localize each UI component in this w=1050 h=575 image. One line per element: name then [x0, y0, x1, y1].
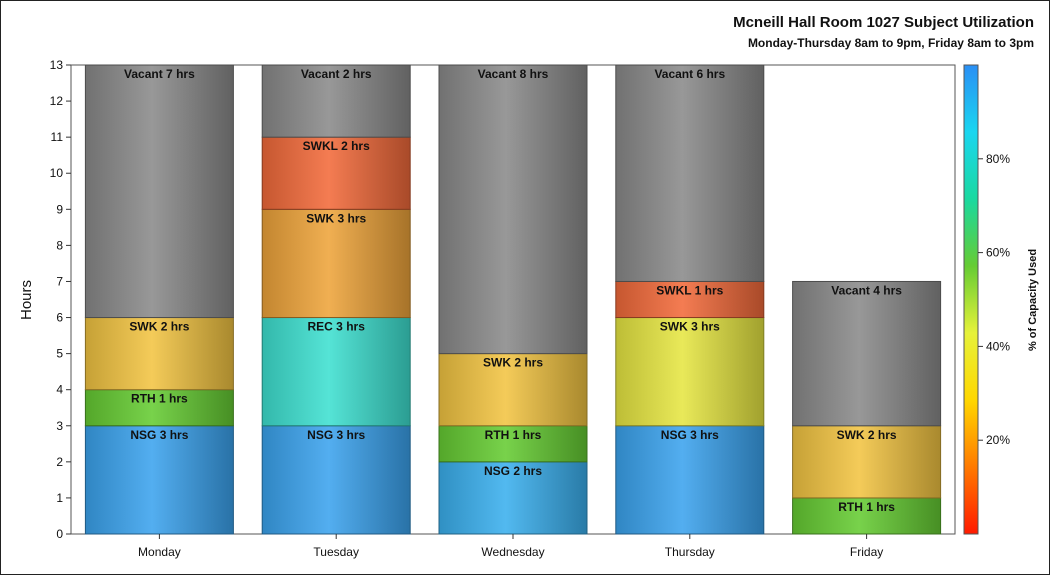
data-label: NSG 3 hrs — [130, 428, 188, 442]
bar-segment — [615, 64, 765, 282]
colorbar: 20% 40% 60% 80% — [963, 64, 1010, 535]
y-tick-label: 1 — [56, 491, 63, 505]
bar-segment — [261, 208, 411, 319]
y-axis-label: Hours — [18, 280, 35, 320]
x-tick-label: Friday — [850, 545, 883, 559]
bar-segment — [261, 425, 411, 535]
data-label: RTH 1 hrs — [485, 428, 542, 442]
x-tick-label: Thursday — [665, 545, 715, 559]
data-label: Vacant 2 hrs — [301, 67, 372, 81]
bar-segment — [792, 425, 942, 499]
bar-segment — [615, 317, 765, 427]
y-tick-label: 11 — [51, 130, 64, 144]
y-tick-label: 9 — [56, 202, 63, 216]
y-tick-label: 0 — [56, 527, 63, 541]
y-tick-label: 5 — [56, 347, 63, 361]
bar-segment — [261, 136, 411, 210]
data-label: SWK 2 hrs — [129, 320, 189, 334]
bar-segment — [261, 64, 411, 138]
bar-segment — [615, 425, 765, 535]
colorbar-gradient — [963, 64, 979, 535]
x-axis: Monday Tuesday Wednesday Thursday Friday — [138, 534, 883, 559]
data-label: SWKL 2 hrs — [303, 139, 370, 153]
colorbar-tick-label: 80% — [986, 152, 1010, 166]
bar-segment — [438, 425, 588, 463]
bar-segment — [792, 497, 942, 535]
data-label: SWK 3 hrs — [306, 211, 366, 225]
bar-segment — [615, 280, 765, 319]
chart-subtitle: Monday-Thursday 8am to 9pm, Friday 8am t… — [747, 36, 1034, 50]
data-label: Vacant 4 hrs — [831, 283, 902, 297]
y-tick-label: 7 — [56, 274, 63, 288]
bar-segment — [261, 317, 411, 427]
x-tick-label: Tuesday — [313, 545, 359, 559]
y-tick-label: 10 — [50, 166, 64, 180]
y-tick-label: 3 — [56, 419, 63, 433]
bar-segment — [438, 64, 588, 355]
y-tick-label: 12 — [50, 94, 64, 108]
colorbar-tick-label: 20% — [986, 433, 1010, 447]
chart-title: Mcneill Hall Room 1027 Subject Utilizati… — [733, 14, 1034, 31]
bar-segment — [438, 353, 588, 427]
colorbar-tick-label: 40% — [986, 339, 1010, 353]
colorbar-label: % of Capacity Used — [1027, 249, 1039, 351]
y-tick-label: 8 — [56, 238, 63, 252]
x-tick-label: Monday — [138, 545, 181, 559]
data-label: SWK 3 hrs — [660, 320, 720, 334]
y-tick-label: 4 — [56, 383, 63, 397]
bar-segment — [84, 317, 234, 391]
bars-group: NSG 3 hrs RTH 1 hrs SWK 2 hrs Vacant 7 hrs N… — [84, 64, 942, 535]
data-label: REC 3 hrs — [308, 320, 366, 334]
data-label: Vacant 8 hrs — [478, 67, 549, 81]
bar-segment — [84, 425, 234, 535]
data-label: SWKL 1 hrs — [656, 283, 723, 297]
data-label: Vacant 7 hrs — [124, 67, 195, 81]
colorbar-tick-label: 60% — [986, 246, 1010, 260]
x-tick-label: Wednesday — [481, 545, 544, 559]
data-label: Vacant 6 hrs — [654, 67, 725, 81]
y-tick-label: 2 — [56, 455, 63, 469]
bar-segment — [792, 280, 942, 427]
data-label: RTH 1 hrs — [131, 392, 188, 406]
data-label: NSG 2 hrs — [484, 464, 542, 478]
data-label: SWK 2 hrs — [483, 356, 543, 370]
data-label: SWK 2 hrs — [837, 428, 897, 442]
y-tick-label: 13 — [50, 58, 64, 72]
y-tick-label: 6 — [56, 311, 63, 325]
data-label: NSG 3 hrs — [661, 428, 719, 442]
data-label: RTH 1 hrs — [838, 500, 895, 514]
bar-segment — [84, 64, 234, 319]
data-label: NSG 3 hrs — [307, 428, 365, 442]
